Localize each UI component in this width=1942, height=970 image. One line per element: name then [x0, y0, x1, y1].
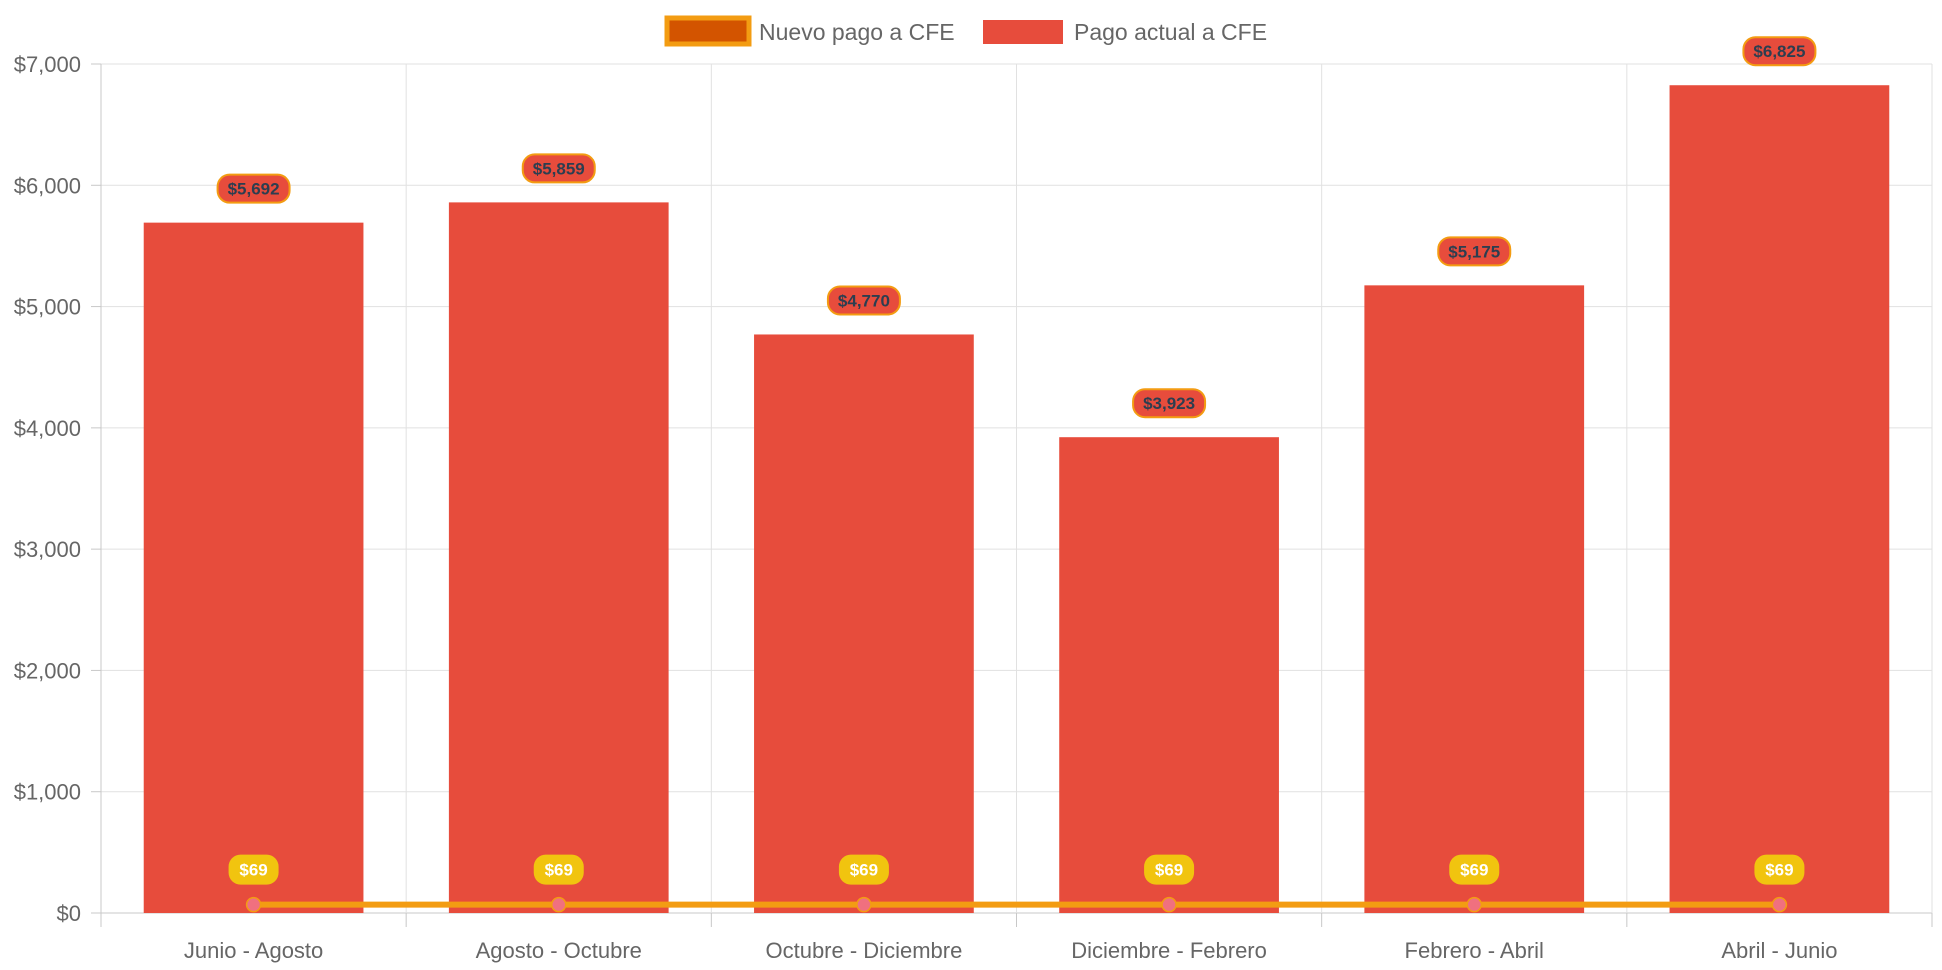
bar-pago-actual: [448, 202, 669, 914]
bar-value-label: $5,175: [1448, 242, 1500, 261]
line-value-label: $69: [1765, 861, 1793, 880]
bar-value-badge: [1437, 236, 1512, 267]
bar-value-label: $3,923: [1143, 394, 1195, 413]
x-category-label: Agosto - Octubre: [476, 938, 642, 963]
data-labels: $5,692 $5,859 $4,770 $3,923 $5,175 $6,825 $69 $…: [216, 36, 1817, 885]
bar-pago-actual: [754, 334, 974, 913]
line-value-label: $69: [239, 861, 267, 880]
y-tick-label: $5,000: [14, 295, 81, 320]
y-tick-label: $1,000: [14, 780, 81, 805]
point-nuevo-pago: [245, 896, 262, 913]
legend-swatch-nuevo-pago: [664, 15, 752, 47]
x-category-label: Junio - Agosto: [184, 938, 323, 963]
y-tick-label: $6,000: [14, 173, 81, 198]
bar-value-badge: [1132, 388, 1207, 419]
bar-value-badge: [216, 173, 291, 204]
line-value-label: $69: [1155, 861, 1183, 880]
point-nuevo-pago: [551, 896, 567, 913]
line-value-label: $69: [850, 861, 878, 880]
line-series: [245, 896, 1788, 913]
y-tick-label: $0: [57, 901, 81, 926]
point-nuevo-pago: [1466, 896, 1482, 913]
line-value-badge: [1449, 854, 1500, 885]
y-tick-label: $3,000: [14, 537, 81, 562]
axes: $0 $1,000 $2,000 $3,000 $4,000 $5,000 $6,000 $7…: [14, 52, 1933, 963]
y-tick-label: $7,000: [14, 52, 81, 77]
point-nuevo-pago: [1771, 896, 1788, 913]
grid: [100, 63, 1933, 914]
bar-value-label: $6,825: [1753, 42, 1805, 61]
x-category-label: Febrero - Abril: [1405, 938, 1544, 963]
legend-label-nuevo-pago: Nuevo pago a CFE: [759, 19, 955, 45]
x-category-label: Octubre - Diciembre: [765, 938, 962, 963]
x-category-label: Diciembre - Febrero: [1071, 938, 1267, 963]
bar-value-badge: [521, 153, 596, 184]
line-value-badge: [228, 854, 279, 885]
bar-value-label: $5,859: [533, 159, 585, 178]
bar-pago-actual: [1364, 285, 1585, 913]
bars: [143, 85, 1890, 914]
line-value-label: $69: [545, 861, 573, 880]
legend-label-pago-actual: Pago actual a CFE: [1074, 19, 1267, 45]
legend: Nuevo pago a CFE Pago actual a CFE: [664, 15, 1267, 47]
bar-pago-actual: [1669, 85, 1890, 914]
bar-value-badge: [1742, 36, 1817, 67]
y-tick-label: $2,000: [14, 658, 81, 683]
legend-swatch-pago-actual: [983, 20, 1063, 44]
bar-pago-actual: [1059, 437, 1279, 913]
bar-value-label: $5,692: [228, 180, 280, 199]
line-value-label: $69: [1460, 861, 1488, 880]
line-value-badge: [533, 854, 584, 885]
bar-value-badge: [826, 285, 901, 316]
bar-pago-actual: [143, 222, 364, 913]
line-value-badge: [1144, 854, 1195, 885]
point-nuevo-pago: [856, 896, 872, 913]
y-tick-label: $4,000: [14, 416, 81, 441]
bar-value-label: $4,770: [838, 291, 890, 310]
x-category-label: Abril - Junio: [1721, 938, 1837, 963]
point-nuevo-pago: [1161, 896, 1177, 913]
line-value-badge: [1754, 854, 1805, 885]
line-value-badge: [838, 854, 889, 885]
